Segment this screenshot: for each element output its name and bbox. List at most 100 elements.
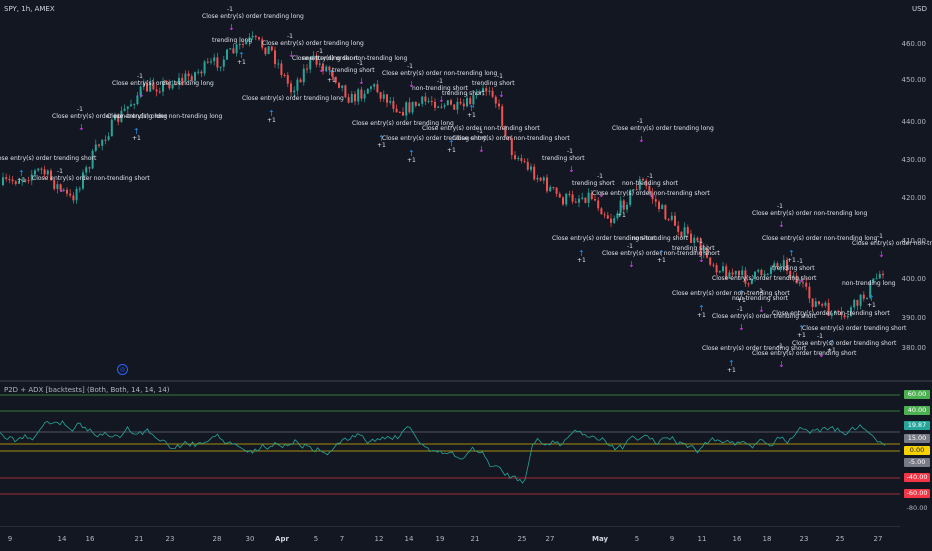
symbol-label[interactable]: SPY, 1h, AMEX (4, 5, 55, 13)
candle-body (600, 208, 603, 215)
candle-body (264, 47, 267, 55)
time-tick: 5 (634, 535, 640, 543)
candle-body (462, 103, 465, 107)
candle-body (194, 72, 196, 81)
long-arrow-icon: ↑ (448, 139, 455, 148)
candle-body (190, 76, 193, 81)
time-tick: 21 (134, 535, 144, 543)
candle-body (843, 315, 846, 318)
position-size-label: +1 (867, 302, 876, 309)
candle-body (325, 66, 328, 72)
candle-body (104, 139, 107, 141)
candle-body (136, 95, 139, 105)
candle-body (478, 91, 481, 94)
candle-body (392, 101, 395, 109)
candle-body (456, 101, 459, 110)
candle-body (107, 136, 110, 140)
candle-body (334, 76, 337, 83)
adx-line (0, 420, 886, 484)
candle-body (728, 272, 731, 279)
candle-body (299, 79, 302, 83)
indicator-level-badge: 15.00 (904, 434, 930, 443)
candle-body (91, 150, 94, 169)
timezone-icon[interactable]: ◎ (117, 364, 128, 375)
position-size-label: -1 (597, 173, 603, 180)
position-size-label: -1 (437, 78, 443, 85)
trade-annotation: Close entry(s) order trending short (802, 325, 907, 332)
candle-body (357, 89, 360, 102)
price-tick: 440.00 (901, 118, 927, 126)
indicator-pane[interactable] (0, 382, 932, 522)
position-size-label: -1 (877, 233, 883, 240)
trade-annotation: non-trending short (412, 85, 469, 92)
trade-annotation: Close entry(s) order non-trending long (762, 235, 877, 242)
candle-body (98, 144, 100, 146)
long-arrow-icon: ↑ (468, 104, 475, 113)
candle-body (619, 200, 622, 214)
candle-body (568, 193, 571, 195)
candle-body (734, 270, 737, 275)
long-arrow-icon: ↑ (408, 149, 415, 158)
position-size-label: -1 (227, 6, 233, 13)
trade-annotation: non-trending short (622, 180, 679, 187)
candle-body (443, 105, 446, 107)
position-size-label: -1 (137, 73, 143, 80)
candle-body (213, 57, 216, 62)
candle-body (834, 310, 836, 314)
candle-body (622, 200, 625, 210)
time-tick: 9 (669, 535, 675, 543)
candle-body (226, 49, 228, 60)
price-chart[interactable]: Close entry(s) order trending long↓-1tre… (0, 0, 932, 380)
long-arrow-icon: ↑ (378, 134, 385, 143)
candle-body (123, 108, 126, 111)
candle-body (434, 101, 436, 108)
indicator-title[interactable]: P2D + ADX [backtests] (Both, Both, 14, 1… (4, 386, 170, 394)
candle-body (651, 192, 654, 200)
candle-body (779, 266, 782, 268)
candle-body (427, 100, 430, 102)
candle-body (670, 215, 673, 220)
short-arrow-icon: ↓ (818, 350, 825, 359)
position-size-label: -1 (317, 48, 323, 55)
short-arrow-icon: ↓ (778, 360, 785, 369)
candle-body (853, 299, 856, 308)
short-arrow-icon: ↓ (408, 80, 415, 89)
candle-body (725, 266, 728, 279)
candle-body (782, 260, 785, 267)
time-tick: 16 (85, 535, 95, 543)
candle-body (498, 103, 500, 107)
candle-body (40, 168, 43, 170)
price-tick: 420.00 (901, 194, 927, 202)
candle-body (504, 125, 507, 137)
long-arrow-icon: ↑ (618, 204, 625, 213)
long-arrow-icon: ↑ (868, 294, 875, 303)
candle-body (178, 77, 180, 85)
time-tick: 7 (339, 535, 345, 543)
time-tick: 27 (873, 535, 883, 543)
trade-annotation: trending short (572, 180, 615, 187)
candle-body (808, 286, 811, 299)
short-arrow-icon: ↓ (648, 190, 655, 199)
long-arrow-icon: ↑ (18, 169, 25, 178)
time-axis[interactable]: 9 14 16 21 23 28 30 Apr 5 7 12 14 19 21 25 27 May 5 9 11 16 1… (0, 526, 900, 551)
trade-annotation: Close entry(s) order trending long (262, 40, 364, 47)
indicator-level-badge: -60.00 (904, 489, 930, 498)
pane-divider[interactable] (0, 380, 932, 382)
candle-body (632, 189, 635, 191)
position-size-label: +1 (237, 59, 246, 66)
candle-body (66, 189, 68, 194)
candle-body (184, 73, 187, 82)
candle-body (338, 82, 340, 88)
candle-body (414, 101, 417, 106)
long-arrow-icon: ↑ (798, 324, 805, 333)
candle-body (722, 266, 724, 272)
candle-body (558, 193, 561, 198)
candle-body (581, 197, 584, 199)
position-size-label: +1 (617, 212, 626, 219)
candle-body (174, 83, 177, 85)
trade-annotation: Close entry(s) order non-trending long (382, 70, 497, 77)
position-size-label: +1 (577, 257, 586, 264)
indicator-level-badge: 40.00 (904, 406, 930, 415)
candle-body (14, 181, 17, 184)
candle-body (539, 177, 542, 181)
